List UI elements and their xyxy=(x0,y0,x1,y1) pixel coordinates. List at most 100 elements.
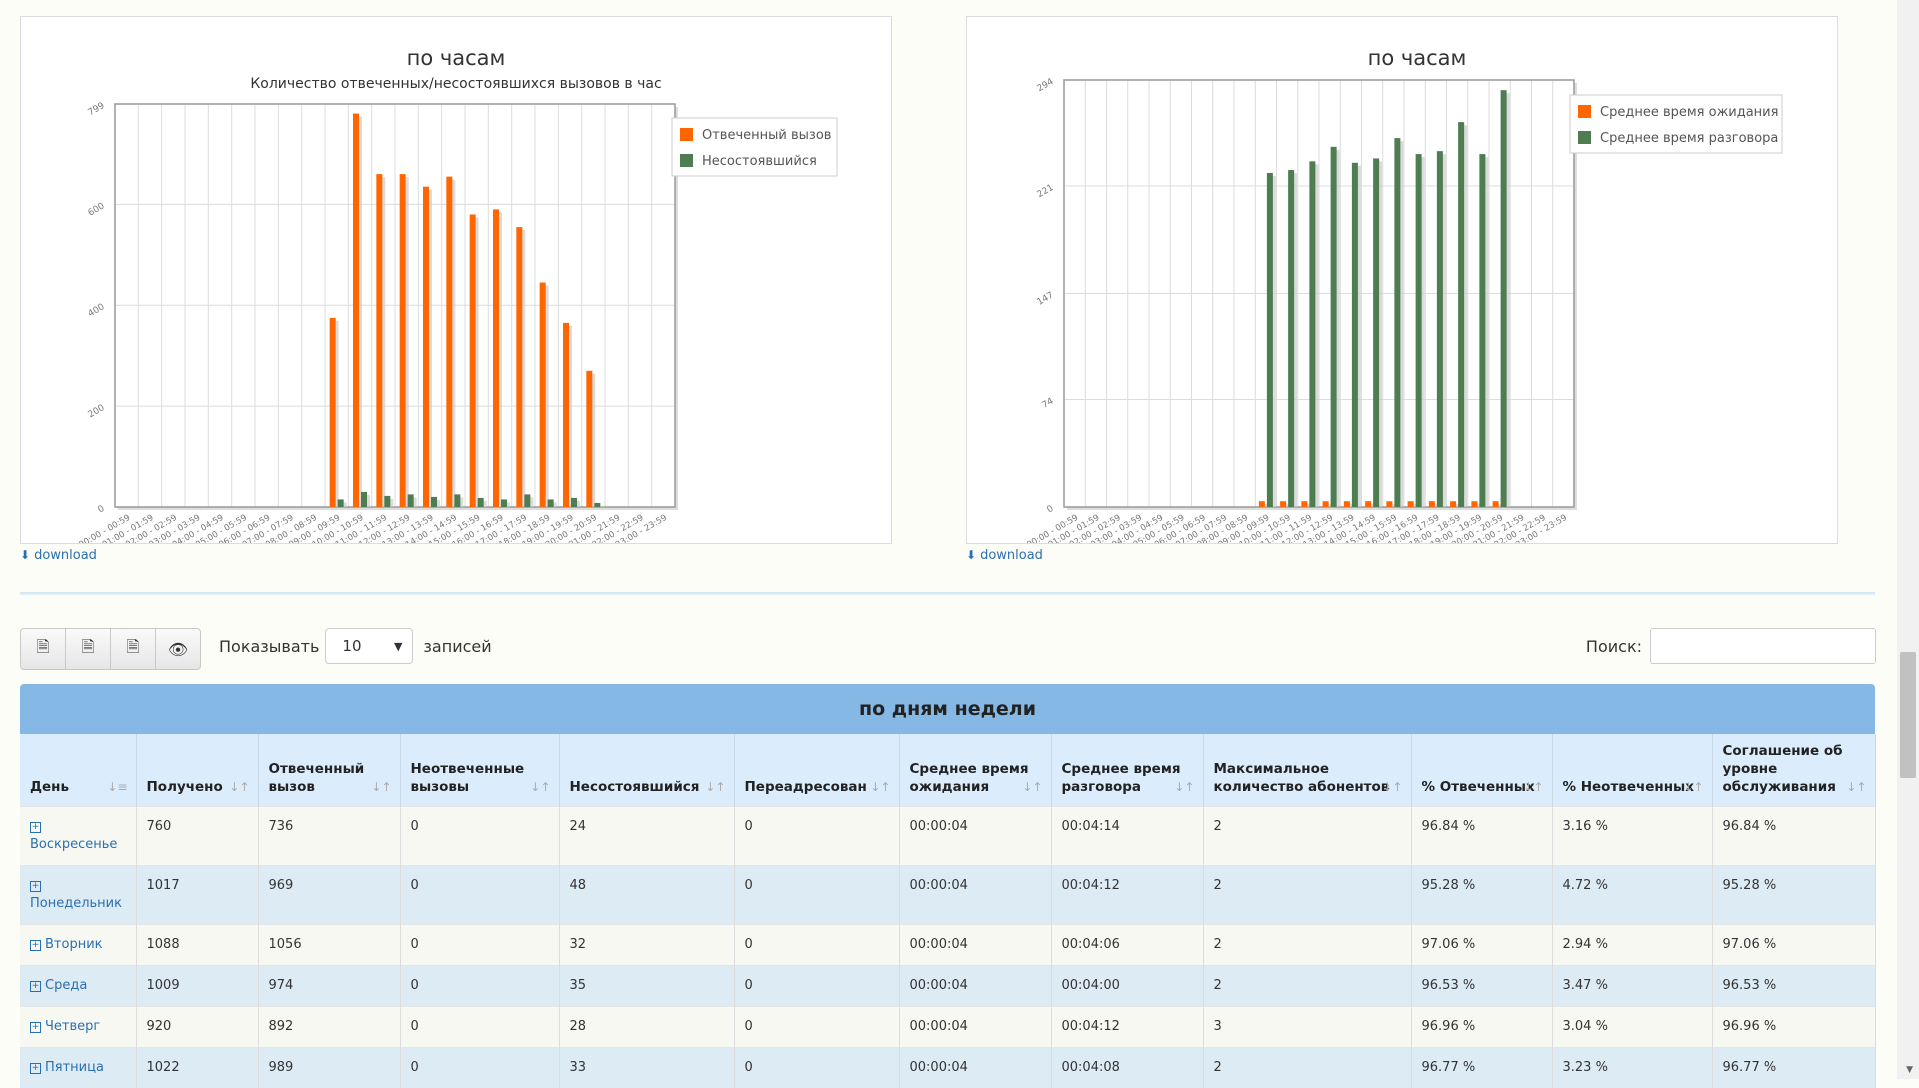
chevron-down-icon: ▼ xyxy=(394,640,402,653)
sort-icon: ↓↑ xyxy=(1683,778,1703,796)
day-link[interactable]: Понедельник xyxy=(30,896,122,911)
cell-value: 0 xyxy=(745,1019,753,1034)
weekday-stats-table: по дням недели День↓≡Получено↓↑Отвеченны… xyxy=(20,684,1875,1088)
table-cell: 00:04:12 xyxy=(1051,866,1203,925)
y-tick-label: 147 xyxy=(1036,290,1056,307)
column-header-label: % Отвеченных xyxy=(1422,779,1535,795)
column-header[interactable]: % Отвеченных↓↑ xyxy=(1411,734,1552,807)
table-cell: 736 xyxy=(258,807,400,866)
scrollbar[interactable]: ▼ xyxy=(1897,0,1919,1079)
expand-row-icon[interactable]: + xyxy=(30,881,41,892)
table-cell: 2 xyxy=(1203,966,1411,1007)
cell-value: 24 xyxy=(570,819,587,834)
bar xyxy=(330,318,336,507)
column-header[interactable]: Среднее время разговора↓↑ xyxy=(1051,734,1203,807)
column-header[interactable]: Среднее время ожидания↓↑ xyxy=(899,734,1051,807)
download-chart-2-link[interactable]: ⬇download xyxy=(966,548,1043,563)
column-header-label: Среднее время ожидания xyxy=(910,761,1029,795)
csv-file-icon: 🗎 xyxy=(82,636,95,663)
column-header[interactable]: Неотвеченные вызовы↓↑ xyxy=(400,734,559,807)
bar xyxy=(431,497,437,507)
table-cell: + Воскресенье xyxy=(20,807,136,866)
cell-value: 00:04:08 xyxy=(1062,1060,1120,1075)
table-cell: 760 xyxy=(136,807,258,866)
table-cell: 969 xyxy=(258,866,400,925)
table-cell: + Пятница xyxy=(20,1048,136,1088)
table-cell: 96.84 % xyxy=(1712,807,1875,866)
table-cell: 1017 xyxy=(136,866,258,925)
legend-label: Несостоявшийся xyxy=(702,154,817,169)
table-cell: 95.28 % xyxy=(1411,866,1552,925)
expand-row-icon[interactable]: + xyxy=(30,1022,41,1033)
column-visibility-button[interactable]: 👁 xyxy=(155,628,201,670)
column-header[interactable]: Несостоявшийся↓↑ xyxy=(559,734,734,807)
export-pdf-button[interactable]: 🗎 xyxy=(110,628,156,670)
bar xyxy=(1471,501,1477,507)
sort-icon: ↓↑ xyxy=(1382,778,1402,796)
column-header-label: Среднее время разговора xyxy=(1062,761,1181,795)
y-tick-label: 221 xyxy=(1036,183,1056,200)
search-input[interactable] xyxy=(1650,628,1876,664)
sort-icon: ↓↑ xyxy=(1174,778,1194,796)
day-link[interactable]: Пятница xyxy=(45,1060,104,1075)
chart-title: по часам xyxy=(407,46,506,70)
page-length-select[interactable]: 10 ▼ xyxy=(325,628,413,664)
expand-row-icon[interactable]: + xyxy=(30,940,41,951)
legend-swatch xyxy=(1578,105,1591,118)
day-link[interactable]: Четверг xyxy=(45,1019,100,1034)
cell-value: 96.96 % xyxy=(1723,1019,1777,1034)
cell-value: 96.84 % xyxy=(1723,819,1777,834)
table-cell: 00:00:04 xyxy=(899,925,1051,966)
scrollbar-thumb[interactable] xyxy=(1900,652,1916,778)
column-header[interactable]: Соглашение об уровне обслуживания↓↑ xyxy=(1712,734,1875,807)
table-cell: 3.47 % xyxy=(1552,966,1712,1007)
export-excel-button[interactable]: 🗎 xyxy=(20,628,66,670)
bar xyxy=(1301,501,1307,507)
sort-icon: ↓↑ xyxy=(705,778,725,796)
download-chart-1-link[interactable]: ⬇download xyxy=(20,548,97,563)
column-header[interactable]: Получено↓↑ xyxy=(136,734,258,807)
expand-row-icon[interactable]: + xyxy=(30,1063,41,1074)
table-cell: 00:04:14 xyxy=(1051,807,1203,866)
table-cell: 1088 xyxy=(136,925,258,966)
bar xyxy=(1352,163,1358,507)
table-cell: 32 xyxy=(559,925,734,966)
day-link[interactable]: Среда xyxy=(45,978,87,993)
export-csv-button[interactable]: 🗎 xyxy=(65,628,111,670)
day-link[interactable]: Воскресенье xyxy=(30,837,117,852)
cell-value: 892 xyxy=(269,1019,294,1034)
column-header-label: Неотвеченные вызовы xyxy=(411,761,525,795)
cell-value: 989 xyxy=(269,1060,294,1075)
scroll-down-icon[interactable]: ▼ xyxy=(1906,1065,1913,1075)
expand-row-icon[interactable]: + xyxy=(30,981,41,992)
table-cell: 33 xyxy=(559,1048,734,1088)
column-header-label: Получено xyxy=(147,779,223,795)
bar xyxy=(376,174,382,507)
cell-value: 32 xyxy=(570,937,587,952)
cell-value: 0 xyxy=(411,878,419,893)
expand-row-icon[interactable]: + xyxy=(30,822,41,833)
legend-label: Отвеченный вызов xyxy=(702,128,831,143)
column-header[interactable]: Максимальное количество абонентов↓↑ xyxy=(1203,734,1411,807)
cell-value: 96.53 % xyxy=(1422,978,1476,993)
column-header[interactable]: Переадресован↓↑ xyxy=(734,734,899,807)
search-control: Поиск: xyxy=(1586,628,1876,664)
cell-value: 0 xyxy=(411,937,419,952)
table-cell: 2 xyxy=(1203,925,1411,966)
cell-value: 2 xyxy=(1214,937,1222,952)
day-link[interactable]: Вторник xyxy=(45,937,103,952)
column-header[interactable]: Отвеченный вызов↓↑ xyxy=(258,734,400,807)
column-header[interactable]: День↓≡ xyxy=(20,734,136,807)
cell-value: 00:04:12 xyxy=(1062,878,1120,893)
download-label: download xyxy=(34,548,97,563)
sort-asc-icon: ↓≡ xyxy=(107,778,127,796)
table-cell: 989 xyxy=(258,1048,400,1088)
sort-icon: ↓↑ xyxy=(371,778,391,796)
cell-value: 0 xyxy=(411,1060,419,1075)
bar xyxy=(1450,501,1456,507)
column-header[interactable]: % Неотвеченных↓↑ xyxy=(1552,734,1712,807)
